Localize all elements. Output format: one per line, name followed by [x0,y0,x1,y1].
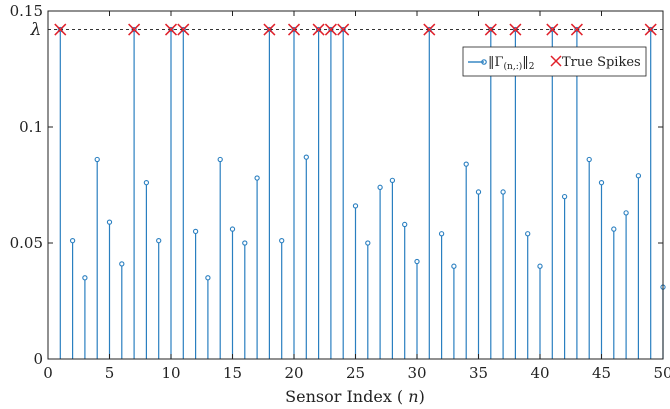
stem-marker [365,240,371,246]
stem-marker [156,238,162,244]
stem-marker [451,263,457,269]
stem-marker [242,240,248,246]
stem-marker [635,173,642,179]
spike-marker [164,23,178,36]
y-ticks: 0 0.05 0.1 0.15 [10,2,663,368]
x-tick-label: 45 [592,364,611,382]
stem-marker [586,156,592,163]
spike-marker [263,23,276,36]
x-tick-label: 0 [43,364,53,382]
stem-marker [205,275,211,281]
y-tick-label: 0.1 [19,118,43,136]
y-tick-label: 0.05 [10,234,43,252]
legend-norm-label: ‖Γ(n,:)‖2 [488,55,534,72]
x-tick-label: 5 [105,364,115,382]
stem-marker [119,261,125,267]
spike-marker [509,23,522,36]
stem-marker [377,184,383,190]
threshold-label: λ [30,20,42,40]
stem-marker [537,263,543,269]
legend-stem-marker [481,59,487,65]
x-tick-label: 35 [469,364,488,382]
spike-marker [570,23,583,36]
spike-marker [312,23,325,36]
x-tick-label: 50 [653,364,670,382]
spikes-layer [54,23,657,36]
stem-marker [611,226,617,232]
stem-marker [463,161,469,167]
stem-marker [279,238,285,244]
stem-marker [94,156,100,163]
stem-marker [352,203,359,209]
stem-marker [500,189,506,195]
x-tick-label: 30 [407,364,426,382]
stem-marker [143,180,150,186]
stem-marker [106,219,113,225]
stem-marker [229,226,236,232]
spike-marker [177,23,190,36]
spike-marker [644,23,657,36]
spike-marker [484,23,497,36]
stem-marker [217,156,223,163]
spike-marker [546,23,559,36]
stem-marker [623,210,629,216]
stems-layer [59,29,664,359]
spike-marker [128,23,141,36]
x-tick-label: 20 [284,364,303,382]
spike-marker [287,23,301,36]
x-tick-label: 25 [346,364,365,382]
x-tick-label: 10 [161,364,180,382]
legend: ‖Γ(n,:)‖2 True Spikes [462,46,647,77]
x-axis-title-text: Sensor Index ( [285,387,403,406]
legend-spikes-label: True Spikes [562,55,641,70]
x-tick-label: 15 [223,364,242,382]
legend-spike-marker [550,55,562,67]
stem-marker [475,189,482,195]
stem-marker [598,180,605,186]
spike-marker [423,23,436,36]
stem-marker [82,275,88,281]
stem-marker [303,154,309,160]
stem-marker [525,231,531,237]
spike-marker [54,23,67,36]
stem-marker [438,231,445,237]
stem-marker [402,221,408,228]
y-tick-label: 0.15 [10,2,43,20]
stem-marker [192,228,199,235]
stem-marker [414,258,420,265]
stem-marker [561,193,568,200]
stem-marker [69,238,76,244]
stem-marker [254,175,260,181]
stem-marker [389,177,396,184]
y-tick-label: 0 [33,350,43,368]
spike-marker [337,23,350,36]
spike-marker [324,23,337,36]
x-tick-label: 40 [530,364,549,382]
x-axis-title: Sensor Index ( n) [285,387,425,406]
x-ticks: 0 5 10 15 20 25 30 35 40 45 50 [43,11,670,382]
